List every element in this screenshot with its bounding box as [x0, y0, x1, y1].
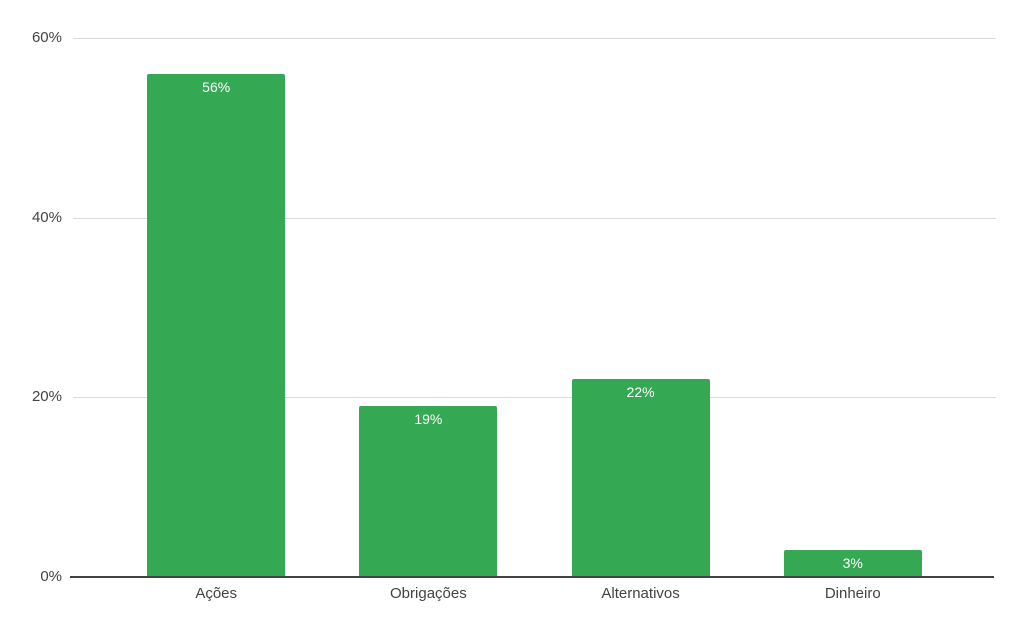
gridline: [73, 397, 996, 399]
bar-value-label: 56%: [202, 78, 231, 95]
bar-value-label: 19%: [414, 411, 443, 428]
bar-value-label: 3%: [842, 555, 863, 572]
x-category-label: Ações: [195, 585, 238, 602]
y-tick-label: 20%: [31, 388, 62, 406]
x-category-label: Dinheiro: [824, 585, 881, 602]
y-tick-label: 60%: [31, 29, 62, 46]
plot-area: 56% 19% 22% 3%: [73, 38, 996, 577]
y-tick-label: 0%: [40, 568, 62, 585]
bar-value-label: 22%: [626, 384, 655, 401]
gridline: [73, 217, 996, 219]
x-axis-category-labels: Ações Obrigações Alternativos Dinheiro: [73, 584, 996, 604]
bar-ações: 56%: [147, 73, 286, 577]
x-category-label: Alternativos: [601, 585, 680, 602]
gridline: [73, 38, 996, 39]
x-axis-line: [70, 576, 994, 578]
bar-dinheiro: 3%: [783, 550, 922, 577]
bar-alternativos: 22%: [571, 379, 710, 577]
x-category-label: Obrigações: [390, 585, 467, 602]
bar-obrigações: 19%: [359, 406, 498, 577]
y-tick-label: 40%: [31, 208, 62, 226]
bars-container: 56% 19% 22% 3%: [73, 38, 996, 577]
